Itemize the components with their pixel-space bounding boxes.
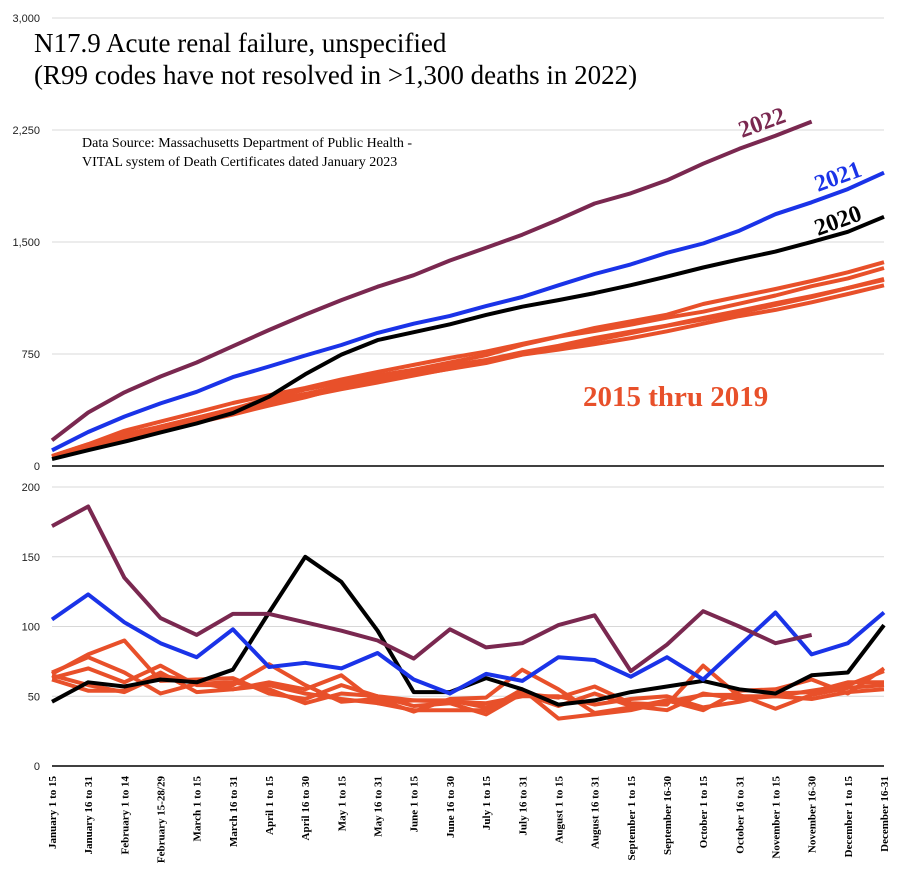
bottom-y-tick-label: 50 [28,691,40,703]
x-tick-label: November 1 to 15 [770,776,782,859]
x-tick-label: March 16 to 31 [228,776,240,847]
x-tick-label: March 1 to 15 [192,776,204,842]
x-tick-label: January 1 to 15 [47,776,59,850]
series-line-2022-half-month [51,504,813,674]
series-line-2020-cumulative [51,214,885,462]
x-tick-label: June 1 to 15 [409,776,421,833]
series-line-2022-cumulative [50,119,813,442]
series-line-2019-cumulative [51,277,885,459]
top-y-tick-label: 0 [34,461,40,473]
x-tick-label: December 1 to 15 [843,776,855,858]
x-tick-label: September 1 to 15 [626,776,638,861]
bottom-y-tick-label: 100 [22,622,40,634]
x-tick-label: November 16-30 [807,776,819,854]
x-tick-label: April 1 to 15 [264,776,276,835]
x-tick-label: February 15-28/29 [156,776,168,864]
x-tick-label: May 16 to 31 [373,776,385,837]
label-2022: 2022 [735,103,789,144]
chart-subtitle: (R99 codes have not resolved in >1,300 d… [34,60,637,90]
bottom-y-tick-label: 200 [22,482,40,494]
x-tick-label: July 16 to 31 [517,776,529,836]
bottom-y-tick-label: 150 [22,552,40,564]
x-tick-label: August 16 to 31 [590,776,602,849]
x-tick-label: July 1 to 15 [481,776,493,831]
top-y-tick-label: 3,000 [12,13,40,25]
top-y-tick-label: 1,500 [12,237,40,249]
x-tick-label: April 16 to 30 [300,776,312,841]
chart-title: N17.9 Acute renal failure, unspecified [34,28,447,58]
x-tick-label: February 1 to 14 [119,776,131,855]
x-tick-label: October 16 to 31 [734,776,746,854]
x-tick-label: December 16-31 [879,776,891,852]
x-tick-label: January 16 to 31 [83,776,95,855]
x-tick-label: August 1 to 15 [553,776,565,844]
series-line-2021-half-month [50,592,886,696]
top-y-tick-label: 2,250 [12,125,40,137]
series-line-2021-cumulative [51,170,885,453]
top-y-tick-label: 750 [22,349,40,361]
source-line-1: Data Source: Massachusetts Department of… [82,136,412,151]
x-tick-label: September 16-30 [662,776,674,855]
source-line-2: VITAL system of Death Certificates dated… [82,155,397,170]
x-tick-label: October 1 to 15 [698,776,710,849]
x-tick-label: May 1 to 15 [336,776,348,832]
series-line-2015-cumulative [51,260,885,458]
label-2015-2019: 2015 thru 2019 [583,381,768,413]
x-tick-label: June 16 to 30 [445,776,457,839]
bottom-y-tick-label: 0 [34,761,40,773]
